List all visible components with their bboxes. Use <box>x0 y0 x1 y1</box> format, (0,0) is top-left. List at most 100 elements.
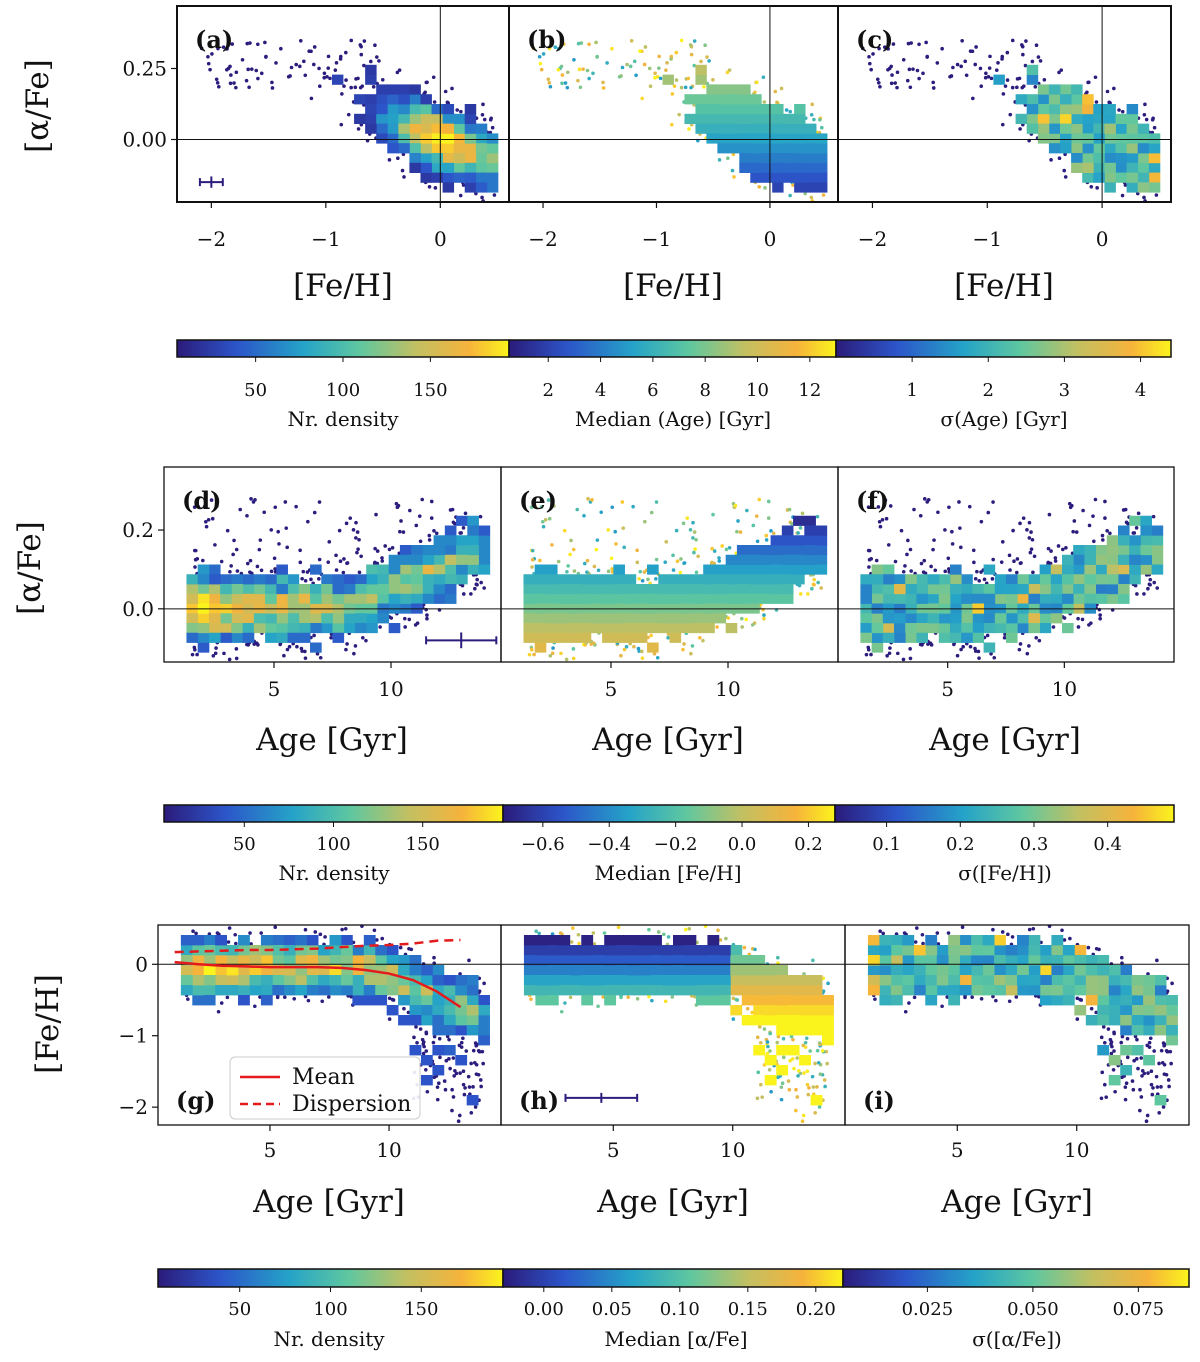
heatmap-bin <box>1028 623 1040 634</box>
heatmap-bin <box>1085 995 1098 1006</box>
scatter-point <box>958 526 962 530</box>
heatmap-bin <box>283 935 296 946</box>
scatter-point <box>1062 616 1067 620</box>
scatter-point <box>338 57 343 61</box>
heatmap-bin <box>950 593 962 604</box>
heatmap-bin <box>486 133 499 144</box>
heatmap-bin <box>739 94 751 105</box>
scatter-point <box>882 45 887 49</box>
scatter-point <box>469 1061 473 1066</box>
scatter-point <box>866 647 871 652</box>
scatter-point <box>399 519 403 523</box>
heatmap-bin <box>661 975 674 986</box>
scatter-point <box>702 85 706 89</box>
scatter-point <box>1020 43 1024 47</box>
scatter-point <box>671 553 675 558</box>
heatmap-bin <box>695 94 707 105</box>
scatter-point <box>1157 1061 1161 1066</box>
heatmap-bin <box>750 162 762 173</box>
heatmap-bin <box>793 554 805 565</box>
scatter-point <box>671 568 676 572</box>
scatter-point <box>924 40 928 45</box>
heatmap-bin <box>764 1075 777 1086</box>
heatmap-bin <box>959 965 972 976</box>
scatter-point <box>679 38 684 43</box>
scatter-point <box>1027 536 1032 540</box>
heatmap-bin <box>197 623 210 634</box>
heatmap-bin <box>748 554 760 565</box>
heatmap-bin <box>925 975 938 986</box>
heatmap-bin <box>638 945 651 956</box>
scatter-point <box>435 1085 440 1089</box>
scatter-point <box>530 647 534 652</box>
scatter-point <box>922 558 927 563</box>
heatmap-bin <box>741 1015 754 1026</box>
heatmap-bin <box>994 955 1006 966</box>
scatter-point <box>596 1004 600 1009</box>
scatter-point <box>1146 586 1150 591</box>
heatmap-bin <box>475 162 488 173</box>
scatter-point <box>1112 86 1116 91</box>
scatter-point <box>478 1078 483 1082</box>
heatmap-bin <box>1050 564 1063 575</box>
y-tick-label: −1 <box>119 1024 148 1048</box>
heatmap-bin <box>1093 123 1105 134</box>
scatter-point <box>204 524 209 529</box>
heatmap-bin <box>486 172 499 183</box>
heatmap-bin <box>1074 955 1087 966</box>
scatter-point <box>594 40 598 45</box>
heatmap-bin <box>310 564 322 575</box>
heatmap-bin <box>787 1015 800 1026</box>
scatter-point <box>796 1074 800 1078</box>
heatmap-bin <box>455 995 468 1006</box>
scatter-point <box>1046 560 1051 565</box>
heatmap-bin <box>238 945 250 956</box>
scatter-point <box>561 42 566 46</box>
scatter-point <box>1017 76 1022 81</box>
scatter-point <box>711 77 715 82</box>
scatter-point <box>315 651 320 656</box>
scatter-point <box>459 1045 464 1049</box>
scatter-point <box>688 528 693 532</box>
scatter-point <box>193 548 198 553</box>
scatter-point <box>886 47 891 51</box>
heatmap-bin <box>902 975 915 986</box>
heatmap-bin <box>558 935 571 946</box>
heatmap-bin <box>295 955 308 966</box>
heatmap-bin <box>363 935 376 946</box>
scatter-point <box>469 1111 474 1115</box>
heatmap-bin <box>1051 975 1064 986</box>
scatter-point <box>592 942 597 946</box>
heatmap-bin <box>366 574 378 585</box>
scatter-point <box>229 73 233 77</box>
scatter-point <box>245 41 250 46</box>
scatter-point <box>606 528 611 532</box>
scatter-point <box>788 193 792 198</box>
scatter-point <box>1014 995 1019 999</box>
scatter-point <box>878 524 883 529</box>
scatter-point <box>1075 1017 1080 1021</box>
heatmap-bin <box>905 584 917 595</box>
heatmap-bin <box>871 584 884 595</box>
scatter-point <box>707 59 711 63</box>
heatmap-bin <box>422 545 434 556</box>
heatmap-bin <box>432 1065 445 1076</box>
scatter-point <box>1008 112 1013 117</box>
heatmap-bin <box>1017 975 1029 986</box>
heatmap-bin <box>1017 574 1029 585</box>
colorbar-gradient <box>176 339 510 358</box>
heatmap-bin <box>478 535 491 546</box>
scatter-point <box>760 1095 764 1099</box>
scatter-point <box>1089 1006 1094 1011</box>
heatmap-bin <box>523 632 536 643</box>
scatter-point <box>1144 117 1149 122</box>
heatmap-bin <box>759 545 771 556</box>
heatmap-bin <box>329 965 342 976</box>
heatmap-bin <box>680 584 693 595</box>
scatter-point <box>1033 85 1038 89</box>
heatmap-bin <box>265 632 277 643</box>
scatter-point <box>474 1072 479 1076</box>
heatmap-bin <box>343 623 356 634</box>
heatmap-bin <box>443 1015 456 1026</box>
scatter-point <box>955 653 960 658</box>
